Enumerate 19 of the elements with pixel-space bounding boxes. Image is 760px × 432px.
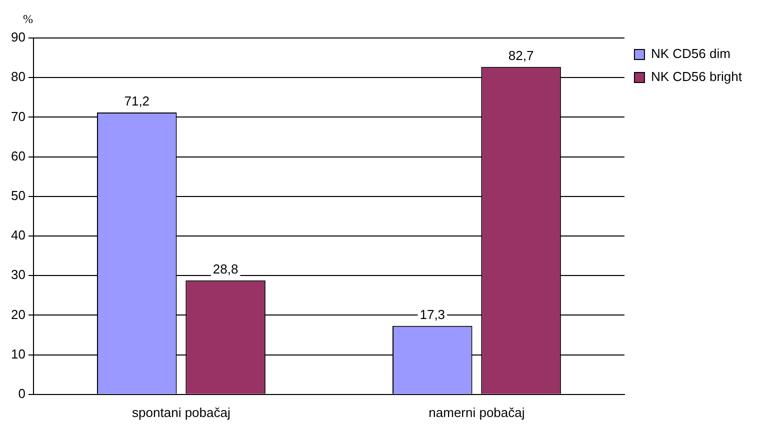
y-tick-label: 50 bbox=[10, 188, 26, 203]
y-tick-label: 30 bbox=[10, 267, 26, 282]
data-label: 28,8 bbox=[212, 261, 238, 276]
data-label: 17,3 bbox=[420, 306, 446, 322]
y-tick-label: 20 bbox=[10, 306, 26, 322]
x-tick-label: namerni pobačaj bbox=[428, 404, 525, 420]
y-tick-label: 80 bbox=[10, 69, 26, 84]
x-tick-label: spontani pobačaj bbox=[132, 404, 230, 420]
y-tick-label: 10 bbox=[10, 346, 26, 362]
legend-label: NK CD56 bright bbox=[650, 69, 742, 84]
data-label: 82,7 bbox=[508, 48, 534, 63]
data-label: 71,2 bbox=[124, 94, 150, 109]
y-tick-label: 60 bbox=[10, 148, 26, 164]
y-tick-label: 90 bbox=[10, 30, 26, 45]
y-axis-title: % bbox=[23, 12, 33, 26]
y-tick-label: 0 bbox=[18, 386, 26, 401]
legend-label: NK CD56 dim bbox=[650, 46, 730, 62]
y-tick-label: 40 bbox=[10, 228, 26, 243]
y-tick-label: 70 bbox=[10, 108, 26, 124]
